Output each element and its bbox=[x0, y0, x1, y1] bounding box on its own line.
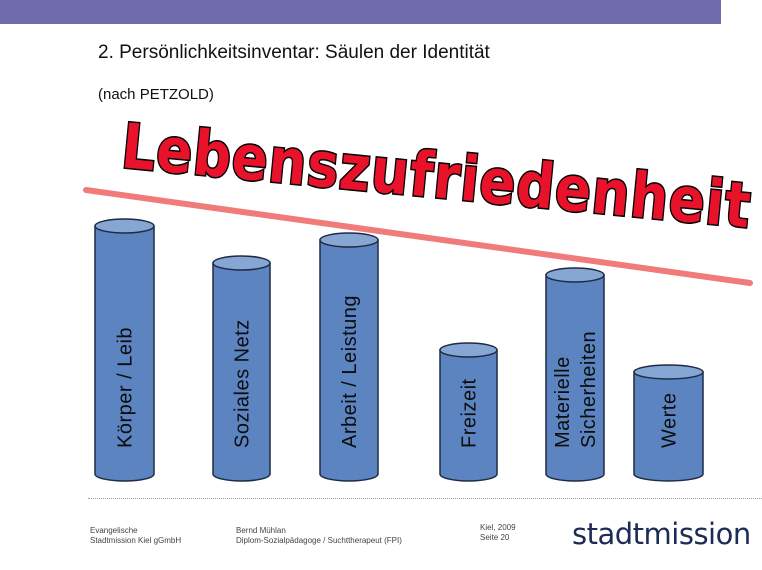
satisfaction-trend-line bbox=[83, 187, 753, 286]
page-subtitle: (nach PETZOLD) bbox=[98, 86, 214, 103]
footer-organization: Evangelische Stadtmission Kiel gGmbH bbox=[90, 526, 181, 546]
pillar-top bbox=[319, 232, 379, 248]
footer-author: Bernd Mühlan Diplom-Sozialpädagoge / Suc… bbox=[236, 526, 402, 546]
pillar-body bbox=[319, 239, 379, 482]
pillar-label: Freizeit bbox=[459, 378, 481, 448]
lebenszufriedenheit-banner: Lebenszufriedenheit bbox=[119, 109, 755, 242]
pillar-top bbox=[94, 218, 155, 234]
pillar-label: Arbeit / Leistung bbox=[339, 295, 361, 448]
pillar-label: Materielle bbox=[552, 356, 574, 448]
pillar-label: Soziales Netz bbox=[232, 319, 254, 448]
pillar-body bbox=[633, 371, 704, 482]
pillar-top bbox=[439, 342, 498, 358]
pillar-top bbox=[212, 255, 271, 271]
page-title: 2. Persönlichkeitsinventar: Säulen der I… bbox=[98, 42, 490, 63]
footer-place-date: Kiel, 2009 bbox=[480, 523, 516, 532]
pillar-6: Werte bbox=[633, 364, 704, 482]
footer-date-page: Kiel, 2009 Seite 20 bbox=[480, 523, 516, 543]
pillar-body bbox=[439, 349, 498, 482]
pillar-top bbox=[545, 267, 605, 283]
footer-author-line2: Diplom-Sozialpädagoge / Suchttherapeut (… bbox=[236, 536, 402, 545]
pillar-1: Körper / Leib bbox=[94, 218, 155, 482]
pillar-2: Soziales Netz bbox=[212, 255, 271, 482]
pillar-body bbox=[94, 225, 155, 482]
footer-page-number: Seite 20 bbox=[480, 533, 510, 542]
pillar-top bbox=[633, 364, 704, 380]
pillar-3: Arbeit / Leistung bbox=[319, 232, 379, 482]
header-bar bbox=[0, 0, 721, 24]
footer-org-line1: Evangelische bbox=[90, 526, 138, 535]
footer-divider bbox=[88, 498, 762, 499]
footer-org-line2: Stadtmission Kiel gGmbH bbox=[90, 536, 182, 545]
pillar-body bbox=[545, 274, 605, 482]
pillar-label: Sicherheiten bbox=[578, 331, 600, 448]
pillar-body bbox=[212, 262, 271, 482]
pillar-label: Werte bbox=[659, 393, 681, 448]
stadtmission-logo: stadtmission bbox=[572, 517, 751, 551]
pillar-label: Körper / Leib bbox=[115, 327, 137, 448]
footer-author-line1: Bernd Mühlan bbox=[236, 526, 286, 535]
pillar-5: Materielle Sicherheiten bbox=[545, 267, 605, 482]
pillar-4: Freizeit bbox=[439, 342, 498, 482]
pillars-group: Körper / Leib Soziales Netz Arbeit / Leist… bbox=[94, 218, 704, 482]
